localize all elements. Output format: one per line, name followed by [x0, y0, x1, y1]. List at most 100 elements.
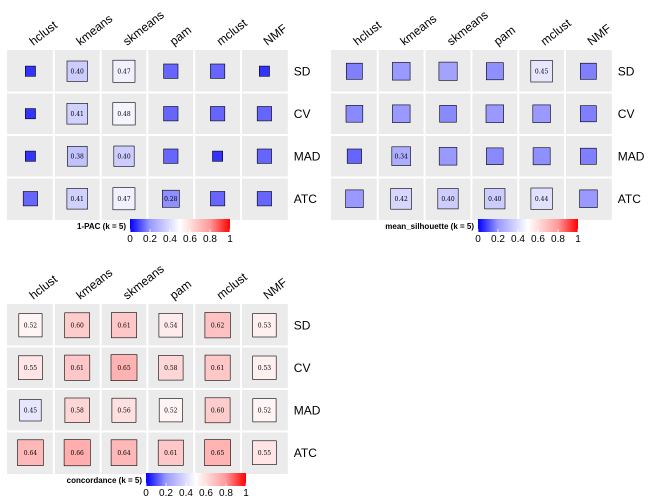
cell-square	[24, 150, 36, 162]
column-label: pam	[167, 277, 194, 302]
cell-square	[437, 188, 459, 210]
legend-tick-label: 1	[243, 488, 249, 499]
cell-value-label: 0.61	[117, 322, 130, 329]
legend-title: 1-PAC (k = 5)	[77, 222, 126, 231]
column-label: kmeans	[73, 11, 115, 48]
cell-value-label: 0.61	[164, 450, 177, 457]
column-label: kmeans	[73, 265, 115, 302]
cell-square	[252, 313, 277, 338]
legend-tick-label: 0.6	[199, 488, 213, 499]
cell-value-label: 0.65	[117, 365, 131, 372]
row-label: ATC	[294, 446, 317, 460]
row-label: CV	[294, 361, 311, 375]
cell-value-label: 0.64	[117, 450, 131, 457]
cell-square	[18, 313, 43, 338]
cell-square	[485, 62, 504, 81]
cell-square	[66, 103, 88, 125]
cell-square	[579, 105, 597, 123]
cell-value-label: 0.58	[71, 407, 85, 414]
cell-value-label: 0.40	[488, 196, 502, 203]
cell-value-label: 0.53	[258, 365, 272, 372]
column-label: pam	[491, 23, 518, 48]
legend-tick-label: 0.6	[183, 234, 197, 245]
row-label: MAD	[618, 149, 645, 163]
cell-square	[391, 146, 411, 166]
cell-value-label: 0.54	[164, 322, 178, 329]
cell-square	[532, 104, 551, 123]
cell-square	[579, 147, 597, 165]
cell-square	[530, 187, 553, 210]
cell-value-label: 0.61	[71, 365, 84, 372]
legend-tick-label: 0	[475, 234, 481, 245]
legend-tick-label: 0	[143, 488, 149, 499]
row-label: SD	[294, 64, 311, 78]
cell-square	[158, 355, 184, 381]
cell-value-label: 0.66	[71, 450, 85, 457]
legend-tick-label: 1	[575, 234, 581, 245]
cell-square	[256, 106, 272, 122]
cell-value-label: 0.62	[211, 322, 225, 329]
legend-tick-label: 0.4	[163, 234, 177, 245]
cell-value-label: 0.41	[71, 111, 84, 118]
cell-square	[252, 355, 277, 380]
cell-square	[162, 189, 180, 208]
cell-square	[252, 440, 277, 465]
cell-square	[212, 150, 223, 162]
column-label: mclust	[214, 270, 250, 303]
cell-square	[252, 398, 277, 423]
row-label: MAD	[294, 403, 321, 417]
cell-square	[204, 439, 231, 467]
cell-square	[18, 355, 43, 380]
cell-square	[345, 105, 364, 123]
cell-square	[111, 397, 137, 423]
column-label: NMF	[261, 275, 290, 302]
row-label: CV	[618, 107, 635, 121]
cell-square	[345, 62, 363, 80]
row-label: CV	[294, 107, 311, 121]
cell-square	[210, 191, 226, 207]
cell-square	[485, 104, 505, 123]
cell-value-label: 0.40	[441, 196, 455, 203]
legend-colorbar	[130, 219, 230, 232]
cell-square	[64, 397, 90, 423]
cell-square	[157, 439, 184, 466]
cell-square	[112, 187, 136, 211]
cell-value-label: 0.61	[211, 365, 224, 372]
cell-value-label: 0.60	[71, 322, 85, 329]
cell-value-label: 0.47	[117, 68, 131, 75]
cell-square	[163, 106, 179, 122]
legend-tick-label: 0.2	[159, 488, 173, 499]
legend-colorbar	[146, 473, 246, 486]
cell-square	[204, 397, 231, 424]
cell-value-label: 0.48	[117, 111, 131, 118]
column-label: hclust	[351, 18, 385, 49]
legend-colorbar	[478, 219, 578, 232]
cell-square	[66, 188, 88, 210]
cell-value-label: 0.40	[71, 68, 85, 75]
cell-square	[579, 189, 598, 208]
column-label: kmeans	[397, 11, 439, 48]
row-label: ATC	[618, 192, 641, 206]
cell-value-label: 0.65	[211, 450, 225, 457]
cell-square	[63, 439, 91, 467]
cell-square	[64, 312, 90, 339]
cell-square	[210, 106, 226, 122]
legend-title: concordance (k = 5)	[67, 476, 143, 485]
column-label: NMF	[261, 21, 290, 48]
cell-value-label: 0.60	[211, 407, 225, 414]
cell-value-label: 0.44	[535, 196, 549, 203]
column-label: hclust	[27, 18, 61, 49]
cell-square	[390, 188, 412, 210]
cell-square	[158, 313, 183, 338]
legend-tick-label: 0.2	[143, 234, 157, 245]
cell-square	[256, 191, 272, 207]
legend-tick-label: 1	[227, 234, 233, 245]
column-label: skmeans	[120, 262, 166, 303]
cell-square	[346, 148, 362, 164]
legend-tick-label: 0.6	[531, 234, 545, 245]
cell-square	[110, 439, 138, 466]
cell-square	[112, 102, 136, 126]
cell-square	[24, 65, 36, 77]
cell-value-label: 0.28	[164, 196, 178, 203]
